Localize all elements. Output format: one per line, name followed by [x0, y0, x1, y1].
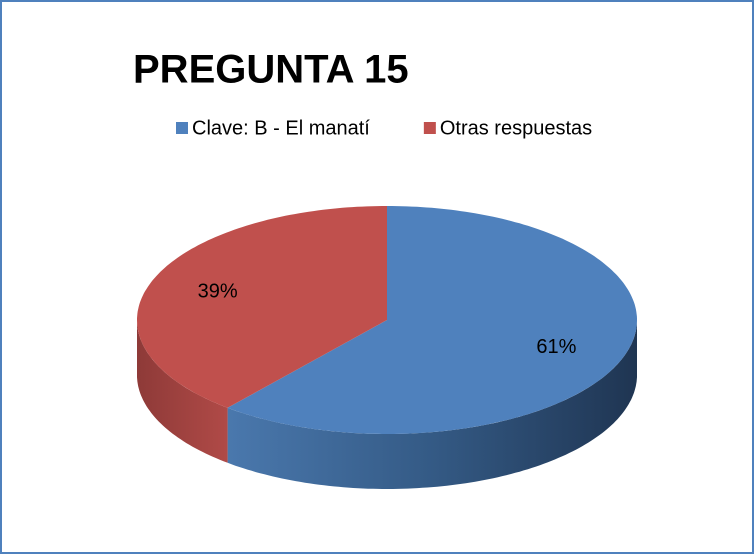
slice-side: [227, 320, 637, 489]
legend-swatch: [423, 122, 436, 134]
slice-side: [137, 320, 228, 463]
legend-label: Otras respuestas: [440, 117, 592, 139]
data-label: 61%: [536, 336, 576, 358]
chart-title: PREGUNTA 15: [133, 48, 409, 92]
data-label: 39%: [198, 280, 238, 302]
slice: [227, 206, 637, 434]
slice: [137, 206, 387, 408]
legend-label: Clave: B - El manatí: [192, 117, 370, 139]
legend-swatch: [176, 122, 188, 134]
legend: Clave: B - El manatí Otras respuestas: [176, 117, 592, 139]
